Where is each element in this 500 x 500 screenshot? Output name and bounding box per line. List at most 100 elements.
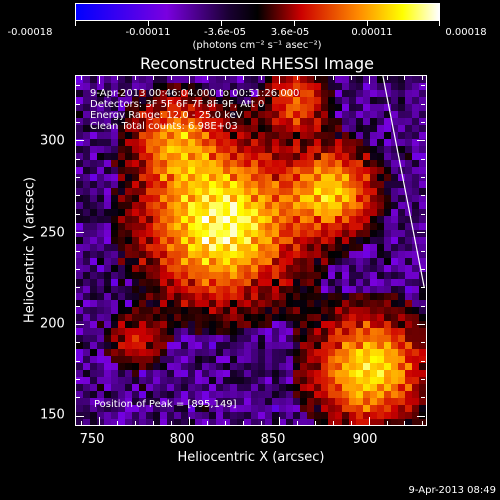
heatmap-cell	[237, 370, 245, 378]
heatmap-cell	[125, 181, 133, 189]
heatmap-cell	[300, 293, 308, 301]
y-tick-label: 250	[40, 225, 65, 241]
heatmap-cell	[90, 146, 98, 154]
heatmap-cell	[307, 363, 315, 371]
heatmap-cell	[230, 202, 238, 210]
heatmap-cell	[146, 321, 154, 329]
heatmap-cell	[419, 293, 426, 301]
heatmap-cell	[293, 398, 301, 406]
heatmap-cell	[237, 335, 245, 343]
axis-tick	[421, 103, 425, 105]
heatmap-cell	[188, 335, 196, 343]
heatmap-cell	[244, 300, 252, 308]
heatmap-cell	[181, 76, 189, 84]
heatmap-cell	[153, 111, 161, 119]
heatmap-cell	[342, 307, 350, 315]
heatmap-cell	[412, 272, 420, 280]
heatmap-cell	[398, 384, 406, 392]
heatmap-cell	[167, 398, 175, 406]
heatmap-cell	[251, 286, 259, 294]
heatmap-cell	[265, 167, 273, 175]
heatmap-cell	[97, 412, 105, 420]
heatmap-cell	[391, 104, 399, 112]
heatmap-cell	[272, 356, 280, 364]
heatmap-cell	[335, 370, 343, 378]
heatmap-cell	[153, 251, 161, 259]
heatmap-cell	[83, 174, 91, 182]
heatmap-cell	[174, 419, 182, 425]
heatmap-cell	[216, 202, 224, 210]
heatmap-cell	[97, 328, 105, 336]
heatmap-cell	[307, 279, 315, 287]
heatmap-cell	[202, 384, 210, 392]
heatmap-cell	[209, 202, 217, 210]
heatmap-cell	[153, 244, 161, 252]
x-tick-label: 900	[352, 432, 378, 447]
heatmap-cell	[384, 83, 392, 91]
heatmap-cell	[370, 419, 378, 425]
heatmap-cell	[314, 335, 322, 343]
heatmap-cell	[328, 377, 336, 385]
heatmap-cell	[209, 111, 217, 119]
heatmap-cell	[398, 146, 406, 154]
heatmap-cell	[419, 286, 426, 294]
heatmap-cell	[188, 83, 196, 91]
heatmap-cell	[279, 412, 287, 420]
heatmap-cell	[195, 321, 203, 329]
heatmap-cell	[209, 272, 217, 280]
heatmap-cell	[300, 356, 308, 364]
heatmap-cell	[83, 209, 91, 217]
heatmap-cell	[293, 146, 301, 154]
heatmap-cell	[132, 237, 140, 245]
heatmap-cell	[139, 258, 147, 266]
heatmap-cell	[90, 97, 98, 105]
heatmap-cell	[419, 111, 426, 119]
heatmap-cell	[97, 125, 105, 133]
x-tick-label: 750	[79, 432, 105, 447]
heatmap-cell	[321, 167, 329, 175]
heatmap-cell	[321, 209, 329, 217]
heatmap-cell	[195, 286, 203, 294]
heatmap-cell	[174, 272, 182, 280]
heatmap-cell	[139, 398, 147, 406]
axis-tick	[417, 323, 425, 325]
heatmap-cell	[251, 209, 259, 217]
heatmap-cell	[216, 363, 224, 371]
heatmap-cell	[174, 181, 182, 189]
heatmap-cell	[125, 125, 133, 133]
heatmap-cell	[349, 139, 357, 147]
heatmap-cell	[419, 167, 426, 175]
heatmap-cell	[412, 391, 420, 399]
heatmap-cell	[76, 125, 84, 133]
heatmap-cell	[104, 153, 112, 161]
heatmap-cell	[412, 419, 420, 425]
solar-limb-line	[382, 76, 425, 288]
heatmap-cell	[251, 244, 259, 252]
heatmap-cell	[363, 251, 371, 259]
heatmap-cell	[384, 104, 392, 112]
heatmap-cell	[230, 272, 238, 280]
heatmap-cell	[230, 370, 238, 378]
heatmap-cell	[83, 342, 91, 350]
heatmap-cell	[419, 335, 426, 343]
heatmap-cell	[139, 370, 147, 378]
heatmap-cell	[286, 342, 294, 350]
heatmap-cell	[405, 244, 413, 252]
heatmap-cell	[314, 174, 322, 182]
heatmap-cell	[76, 300, 84, 308]
axis-tick	[76, 305, 80, 307]
heatmap-cell	[146, 132, 154, 140]
heatmap-cell	[111, 181, 119, 189]
heatmap-cell	[76, 209, 84, 217]
heatmap-cell	[251, 216, 259, 224]
heatmap-cell	[118, 349, 126, 357]
heatmap-cell	[370, 146, 378, 154]
heatmap-cell	[118, 111, 126, 119]
heatmap-cell	[258, 181, 266, 189]
heatmap-cell	[349, 181, 357, 189]
heatmap-cell	[97, 195, 105, 203]
heatmap-cell	[384, 307, 392, 315]
heatmap-cell	[153, 174, 161, 182]
heatmap-cell	[307, 188, 315, 196]
heatmap-cell	[90, 167, 98, 175]
